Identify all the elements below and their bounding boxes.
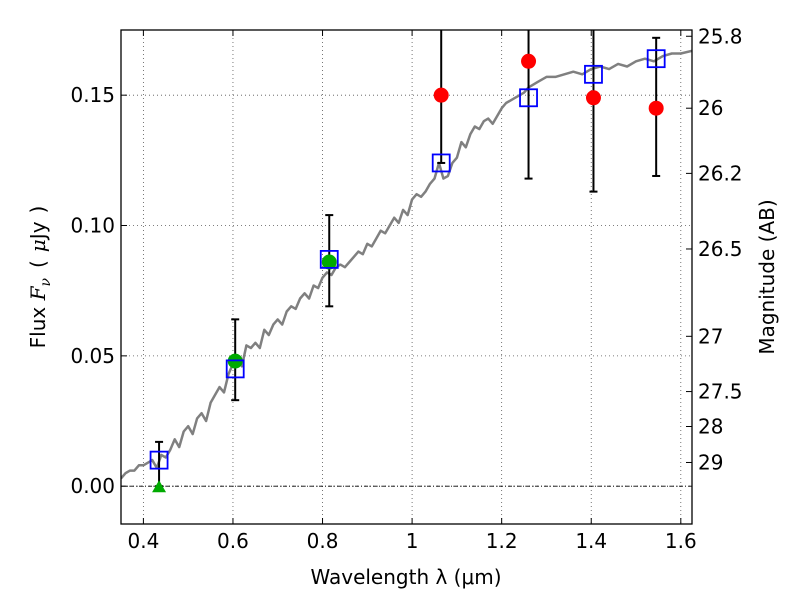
x-tick-label: 1.4 <box>575 529 607 553</box>
model-square-point <box>319 250 339 269</box>
right-tick-label: 28 <box>698 415 723 439</box>
right-tick-label: 29 <box>698 450 723 474</box>
right-tick-label: 27.5 <box>698 380 743 404</box>
right-tick-label: 27 <box>698 324 723 348</box>
y-tick-label: 0.05 <box>70 344 115 368</box>
x-tick-label: 1.6 <box>665 529 697 553</box>
upper-limit-marker <box>152 480 167 493</box>
template-sed-line <box>121 49 692 480</box>
right-tick-label: 26.2 <box>698 161 743 185</box>
y-label-subscript: ν <box>38 278 54 287</box>
green-detection-point <box>321 254 337 270</box>
y-label-unit-mu: μ <box>26 239 50 252</box>
y-tick-label: 0.00 <box>70 474 115 498</box>
right-tick-label: 26.5 <box>698 237 743 261</box>
x-tick-label: 1.2 <box>486 529 518 553</box>
right-tick-label: 26 <box>698 96 723 120</box>
y-axis-label-left: Flux Fν ( μJy) <box>26 206 54 349</box>
y-axis-label-right: Magnitude (AB) <box>755 199 779 354</box>
x-tick-label: 1 <box>406 529 419 553</box>
model-square-point <box>225 359 245 379</box>
y-label-prefix: Flux <box>26 300 50 348</box>
model-square-point <box>149 450 169 470</box>
y-label-paren-open: ( <box>26 260 50 268</box>
x-tick-label: 0.8 <box>307 529 339 553</box>
x-axis-label: Wavelength λ (μm) <box>310 565 501 589</box>
grid-lines <box>121 30 692 524</box>
red-detection-point <box>648 100 664 116</box>
x-tick-label: 0.4 <box>127 529 159 553</box>
model-square-point <box>584 64 603 84</box>
model-square-point <box>519 88 538 108</box>
axis-ticks: 0.4 0.6 0.8 1 1.2 1.4 1.6 0.00 0.05 0.10 0.15 25.8 2… <box>70 24 742 553</box>
plot-area <box>121 30 692 493</box>
x-tick-label: 0.6 <box>217 529 249 553</box>
right-tick-label: 25.8 <box>698 24 743 48</box>
model-square-point <box>646 49 666 69</box>
plot-frame <box>120 29 693 525</box>
red-detection-point <box>521 53 537 69</box>
red-detection-point <box>433 87 449 103</box>
y-tick-label: 0.15 <box>70 83 115 107</box>
model-square-point <box>431 153 451 173</box>
y-tick-label: 0.10 <box>70 214 115 238</box>
red-detection-point <box>585 90 601 106</box>
y-label-paren-close: ) <box>26 206 50 214</box>
y-label-unit: Jy <box>26 221 50 241</box>
y-label-symbol: F <box>26 285 50 301</box>
